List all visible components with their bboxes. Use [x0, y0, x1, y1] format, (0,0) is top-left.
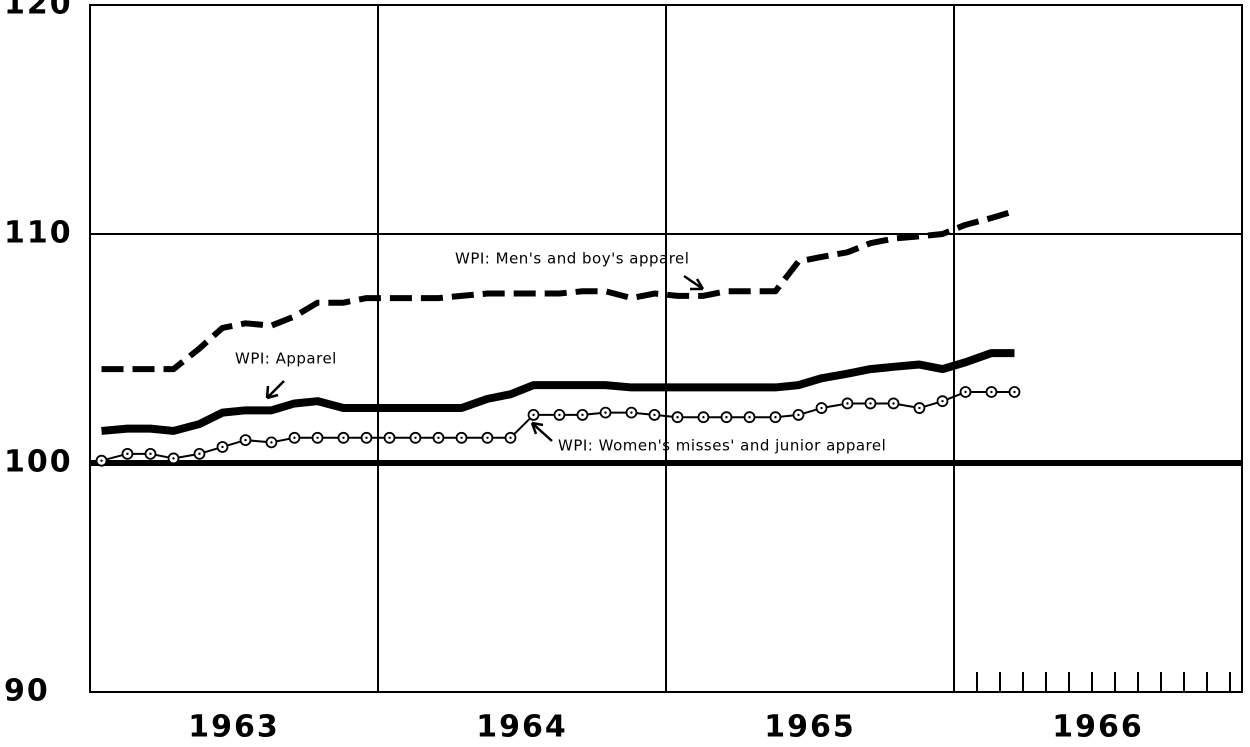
arrow [265, 380, 285, 400]
marker-dot [316, 436, 319, 440]
marker-dot [702, 416, 705, 419]
y-tick-label: 110 [4, 216, 73, 251]
marker-dot [748, 416, 751, 419]
marker-dot [869, 402, 872, 405]
marker-dot [149, 452, 152, 456]
annotation: WPI: Apparel [235, 350, 337, 368]
marker-dot [653, 413, 656, 417]
marker-dot [198, 452, 201, 456]
marker-dot [964, 390, 967, 394]
x-tick-label: 1965 [764, 710, 856, 745]
marker-dot [437, 436, 440, 440]
marker-dot [725, 416, 728, 419]
marker-dot [1013, 390, 1016, 394]
marker-dot [460, 436, 463, 440]
marker-dot [820, 406, 823, 410]
arrow [530, 421, 553, 442]
marker-dot [509, 436, 512, 440]
marker-dot [581, 413, 584, 417]
marker-dot [365, 436, 368, 440]
x-tick-label: 1963 [188, 710, 280, 745]
marker-dot [892, 402, 895, 405]
y-tick-label: 90 [4, 674, 50, 709]
arrow [683, 274, 705, 291]
marker-dot [990, 390, 993, 394]
marker-dot [941, 399, 944, 403]
marker-dot [558, 413, 561, 417]
annotations: WPI: Men's and boy's apparel WPI: Appare… [235, 250, 886, 455]
marker-dot [342, 436, 345, 440]
x-tick-label: 1964 [476, 710, 568, 745]
y-tick-label: 120 [4, 0, 73, 22]
marker-dot [126, 452, 129, 456]
marker-dot [293, 436, 296, 440]
marker-dot [797, 413, 800, 417]
marker-dot [172, 457, 175, 460]
series-line [101, 208, 1016, 373]
annotation: WPI: Women's misses' and junior apparel [558, 437, 886, 455]
x-tick-label: 1966 [1052, 710, 1144, 745]
marker-dot [100, 459, 103, 462]
marker-dot [604, 411, 607, 414]
marker-dot [676, 416, 679, 419]
marker-dot [270, 441, 273, 444]
series-line [101, 349, 1015, 435]
y-tick-label: 100 [4, 445, 73, 480]
marker-dot [486, 436, 489, 440]
marker-dot [532, 413, 535, 417]
marker-dot [244, 438, 247, 442]
marker-dot [918, 406, 921, 410]
annotation: WPI: Men's and boy's apparel [455, 250, 689, 268]
marker-dot [414, 436, 417, 440]
marker-dot [388, 436, 391, 440]
marker-dot [774, 416, 777, 419]
marker-dot [221, 445, 224, 449]
marker-dot [846, 402, 849, 405]
marker-dot [630, 411, 633, 414]
